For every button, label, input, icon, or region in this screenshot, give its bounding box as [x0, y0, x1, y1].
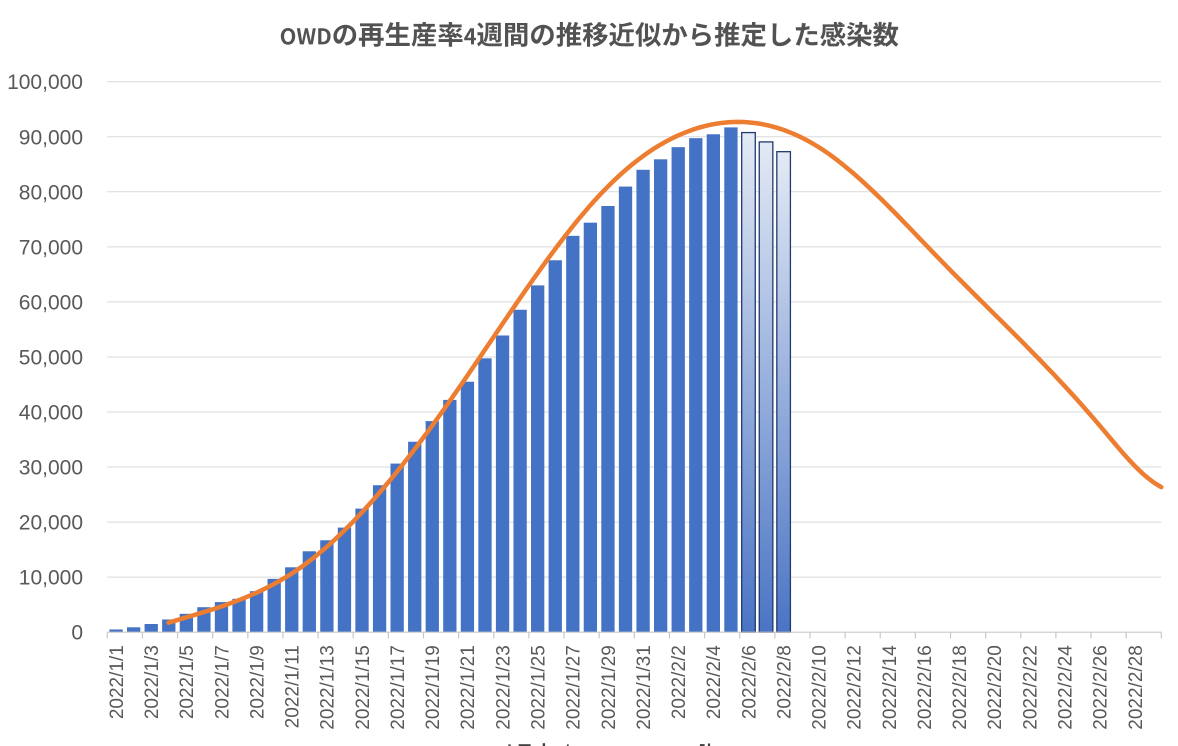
svg-text:2022/1/25: 2022/1/25 [528, 645, 549, 730]
svg-text:100,000: 100,000 [7, 71, 83, 94]
svg-text:2022/1/7: 2022/1/7 [212, 645, 233, 719]
svg-text:2022/1/15: 2022/1/15 [353, 645, 374, 730]
svg-text:2022/2/4: 2022/2/4 [704, 645, 725, 719]
svg-text:2022/2/8: 2022/2/8 [774, 645, 795, 719]
svg-text:0: 0 [71, 622, 83, 645]
svg-text:10,000: 10,000 [19, 567, 83, 590]
svg-text:2022/2/24: 2022/2/24 [1055, 645, 1076, 730]
svg-text:2022/2/14: 2022/2/14 [880, 645, 901, 730]
svg-text:2022/2/6: 2022/2/6 [739, 645, 760, 719]
svg-text:2022/2/18: 2022/2/18 [950, 645, 971, 730]
svg-text:2022/1/1: 2022/1/1 [107, 645, 128, 719]
svg-text:2022/1/3: 2022/1/3 [142, 645, 163, 719]
svg-text:2022/2/28: 2022/2/28 [1126, 645, 1147, 730]
svg-text:80,000: 80,000 [19, 181, 83, 204]
svg-text:70,000: 70,000 [19, 236, 83, 259]
svg-text:2022/2/22: 2022/2/22 [1020, 645, 1041, 730]
svg-text:2022/2/16: 2022/2/16 [915, 645, 936, 730]
svg-text:2022/2/10: 2022/2/10 [810, 645, 831, 730]
svg-text:2022/1/31: 2022/1/31 [634, 645, 655, 730]
svg-text:2022/1/19: 2022/1/19 [423, 645, 444, 730]
svg-text:2022/2/12: 2022/2/12 [845, 645, 866, 730]
svg-text:2022/1/11: 2022/1/11 [283, 645, 304, 728]
svg-text:2022/1/27: 2022/1/27 [564, 645, 585, 730]
svg-text:2022/1/17: 2022/1/17 [388, 645, 409, 730]
svg-text:2022/1/23: 2022/1/23 [493, 645, 514, 730]
svg-text:20,000: 20,000 [19, 512, 83, 535]
svg-text:30,000: 30,000 [19, 457, 83, 480]
svg-text:2022/2/2: 2022/2/2 [669, 645, 690, 719]
svg-text:2022/2/20: 2022/2/20 [985, 645, 1006, 730]
svg-text:2022/2/26: 2022/2/26 [1091, 645, 1112, 730]
svg-text:60,000: 60,000 [19, 291, 83, 314]
svg-text:2022/1/9: 2022/1/9 [247, 645, 268, 719]
svg-text:90,000: 90,000 [19, 126, 83, 149]
svg-text:2022/1/13: 2022/1/13 [318, 645, 339, 730]
svg-text:2022/1/21: 2022/1/21 [458, 645, 479, 730]
svg-text:2022/1/5: 2022/1/5 [177, 645, 198, 719]
svg-text:40,000: 40,000 [19, 402, 83, 425]
svg-text:50,000: 50,000 [19, 346, 83, 369]
svg-text:2022/1/29: 2022/1/29 [599, 645, 620, 730]
